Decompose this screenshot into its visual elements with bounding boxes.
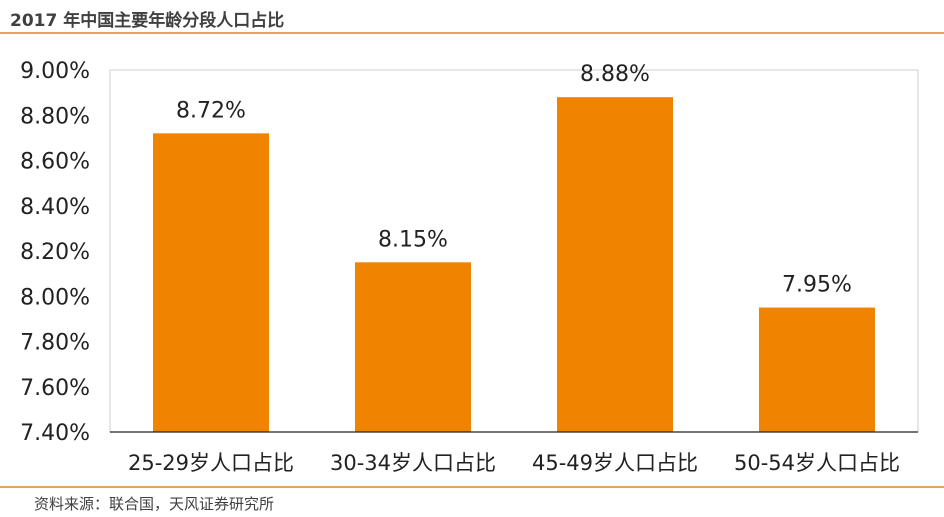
x-axis: 25-29岁人口占比 30-34岁人口占比 45-49岁人口占比 50-54岁人口占比: [128, 451, 900, 475]
y-tick-label: 7.40%: [20, 421, 90, 446]
y-tick-label: 8.80%: [20, 104, 90, 129]
y-tick-label: 8.40%: [20, 195, 90, 220]
footer-divider: [0, 486, 944, 488]
y-tick-label: 8.00%: [20, 285, 90, 310]
bar-series: [153, 97, 875, 433]
y-tick-label: 8.20%: [20, 240, 90, 265]
y-tick-label: 7.60%: [20, 376, 90, 401]
bar: [759, 307, 875, 432]
x-tick-label: 25-29岁人口占比: [128, 451, 294, 475]
y-axis: 7.40% 7.60% 7.80% 8.00% 8.20% 8.40% 8.60% 8.80%…: [20, 59, 90, 446]
data-label: 8.88%: [580, 62, 650, 87]
y-tick-label: 8.60%: [20, 150, 90, 175]
x-tick-label: 30-34岁人口占比: [330, 451, 496, 475]
bar: [153, 133, 269, 432]
data-label: 8.72%: [176, 98, 246, 123]
y-tick-label: 9.00%: [20, 59, 90, 84]
bar: [557, 97, 673, 433]
data-label: 7.95%: [782, 273, 852, 298]
x-tick-label: 50-54岁人口占比: [734, 451, 900, 475]
header-divider: [0, 32, 944, 34]
chart-header: 2017 年中国主要年龄分段人口占比: [0, 0, 944, 34]
x-tick-label: 45-49岁人口占比: [532, 451, 698, 475]
y-tick-label: 7.80%: [20, 331, 90, 356]
bar-chart: 7.40% 7.60% 7.80% 8.00% 8.20% 8.40% 8.60% 8.80%…: [20, 59, 919, 475]
bar: [355, 262, 471, 432]
chart-title: 2017 年中国主要年龄分段人口占比: [10, 11, 285, 31]
data-label: 8.15%: [378, 227, 448, 252]
data-labels: 8.72% 8.15% 8.88% 7.95%: [176, 62, 852, 297]
source-note: 资料来源：联合国，天风证券研究所: [34, 495, 275, 513]
